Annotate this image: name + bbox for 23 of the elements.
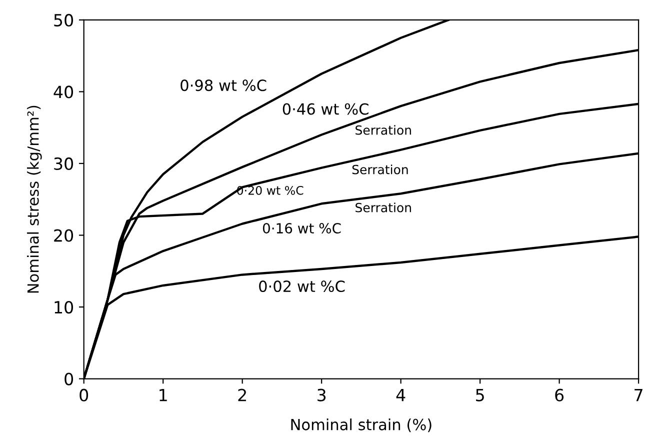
y-tick-label: 20 (54, 229, 74, 242)
y-tick-label: 10 (54, 300, 74, 314)
x-tick-label: 2 (238, 388, 246, 402)
x-tick-label: 7 (634, 389, 642, 402)
x-tick-label: 6 (555, 388, 564, 402)
x-tick-label: 5 (476, 389, 484, 402)
x-tick-label: 4 (396, 389, 406, 402)
x-tick-label: 3 (318, 388, 326, 402)
x-tick-label: 1 (160, 389, 167, 402)
annotation: Serration (356, 125, 411, 135)
series-label: 0·02 wt %C (259, 280, 345, 292)
y-axis-title: Nominal stress (kg/mm²) (27, 106, 42, 293)
y-tick-label: 30 (54, 157, 74, 170)
x-axis-title: Nominal strain (%) (291, 418, 432, 432)
annotation: Serration (356, 202, 411, 212)
series-label: 0·46 wt %C (282, 103, 368, 115)
annotation: Serration (352, 164, 408, 174)
series-label: 0·16 wt %C (262, 223, 341, 234)
y-tick-label: 50 (54, 14, 74, 27)
x-tick-label: 0 (80, 388, 88, 402)
y-tick-label: 40 (54, 86, 74, 98)
y-tick-label: 0 (64, 372, 74, 386)
series-label: 0·98 wt %C (180, 80, 266, 92)
